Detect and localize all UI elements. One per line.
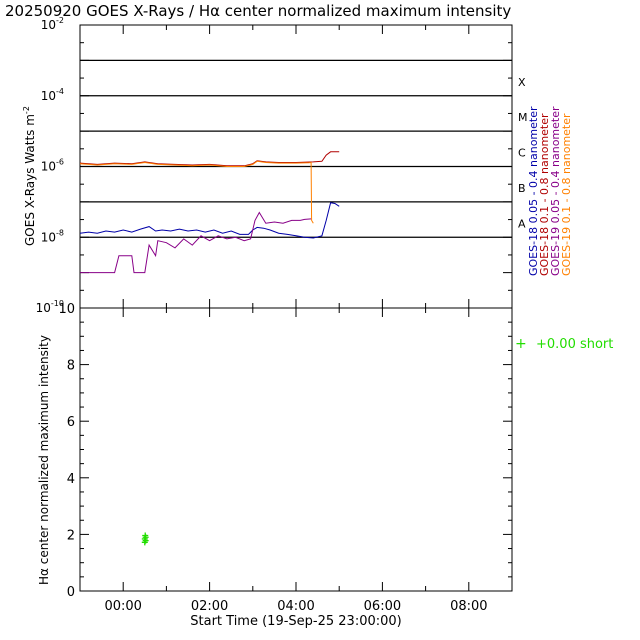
legend-entry: GOES-19 0.05 - 0.4 nanometer	[549, 106, 562, 276]
x-tick-label: 04:00	[277, 599, 314, 614]
y-tick-label: 8	[67, 359, 75, 374]
halpha-x-ticks: 00:00 02:00 04:00 06:00 08:00	[79, 308, 513, 614]
xray-y-ticks: 10-10 10-8 10-6 10-4 10-2	[36, 16, 512, 315]
legend-entry: GOES-18 0.05 - 0.4 nanometer	[527, 106, 540, 276]
xray-x-ticks	[79, 25, 513, 308]
flare-class-label: M	[518, 111, 528, 124]
halpha-point	[142, 532, 149, 539]
y-tick-label: 10-8	[41, 228, 64, 244]
x-tick-label: 02:00	[191, 599, 228, 614]
halpha-panel: 0 2 4 6 8 10 00:00 02:00 04:00 06:00 08:00 Hα cen…	[37, 302, 613, 629]
flare-class-label: X	[518, 76, 526, 89]
xray-y-axis-label: GOES X-Rays Watts m-2	[22, 106, 37, 246]
halpha-legend: + +0.00 short	[515, 336, 613, 352]
x-tick-label: 08:00	[450, 599, 487, 614]
legend-symbol: +	[515, 336, 527, 352]
y-tick-label: 10-6	[41, 158, 64, 174]
chart-title: 20250920 GOES X-Rays / Hα center normali…	[5, 2, 511, 20]
flare-class-label: B	[518, 182, 526, 195]
legend-entry: GOES-19 0.1 - 0.8 nanometer	[560, 113, 573, 276]
xray-series-line	[79, 202, 340, 239]
y-tick-label: 10-2	[41, 16, 64, 32]
y-tick-label: 2	[67, 528, 75, 543]
xray-series-line	[80, 211, 312, 274]
flare-class-label: C	[518, 147, 526, 160]
y-tick-label: 4	[67, 472, 75, 487]
halpha-plot-frame	[79, 307, 513, 592]
xray-series-line	[79, 160, 314, 224]
legend-label: +0.00 short	[536, 337, 613, 352]
xray-panel: 10-10 10-8 10-6 10-4 10-2 A B C M X GOES X-Rays …	[22, 16, 573, 315]
xray-series	[79, 151, 340, 274]
y-tick-label: 10-4	[41, 87, 64, 103]
halpha-y-ticks: 0 2 4 6 8 10	[58, 302, 512, 600]
flare-class-label: A	[518, 217, 526, 230]
flare-class-labels: A B C M X	[518, 76, 528, 231]
y-tick-label: 0	[67, 585, 75, 600]
halpha-points	[141, 532, 149, 546]
y-tick-label: 10	[58, 302, 75, 317]
y-tick-label: 10-10	[36, 299, 64, 315]
x-tick-label: 06:00	[364, 599, 401, 614]
flare-class-lines	[80, 59, 512, 238]
x-axis-label: Start Time (19-Sep-25 23:00:00)	[190, 614, 401, 629]
legend-entry: GOES-18 0.1 - 0.8 nanometer	[538, 113, 551, 276]
y-tick-label: 6	[67, 415, 75, 430]
x-tick-label: 00:00	[104, 599, 141, 614]
halpha-y-axis-label: Hα center normalized maximum intensity	[37, 335, 51, 585]
xray-series-line	[79, 151, 340, 167]
